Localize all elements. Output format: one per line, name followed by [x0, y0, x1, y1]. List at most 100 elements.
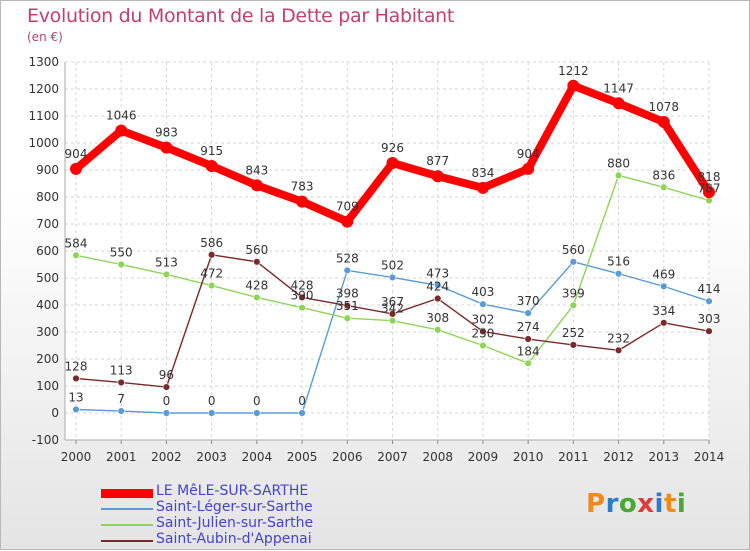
data-label: 983: [155, 126, 178, 140]
y-tick-label: 300: [36, 325, 59, 339]
data-label: 880: [607, 156, 630, 170]
legend-swatch: [101, 508, 153, 510]
x-tick-label: 2002: [151, 450, 182, 464]
data-label: 550: [110, 246, 133, 260]
data-point: [657, 115, 670, 128]
data-point: [660, 282, 668, 291]
x-tick-label: 2001: [106, 450, 137, 464]
data-label: 877: [426, 154, 449, 168]
data-label: 250: [471, 327, 494, 341]
data-label: 403: [471, 285, 494, 299]
legend-label: Saint-Léger-sur-Sarthe: [156, 499, 313, 515]
data-point: [343, 266, 351, 275]
data-point: [479, 300, 487, 308]
logo-letter: P: [586, 489, 606, 519]
data-label: 709: [336, 200, 359, 214]
data-label: 469: [652, 267, 675, 281]
data-label: 516: [607, 255, 630, 269]
logo-letter: o: [618, 489, 638, 519]
legend-label: Saint-Julien-sur-Sarthe: [156, 515, 314, 531]
data-label: 13: [68, 390, 83, 404]
data-label: 342: [381, 302, 404, 316]
data-point: [703, 186, 715, 199]
data-point: [705, 327, 713, 335]
x-tick-label: 2003: [196, 450, 227, 464]
data-point: [253, 258, 261, 266]
y-tick-label: 100: [36, 379, 59, 393]
data-point: [479, 341, 487, 350]
data-label: 1212: [558, 64, 589, 78]
data-point: [205, 159, 218, 172]
data-label: 302: [471, 312, 494, 326]
data-point: [72, 251, 80, 260]
data-label: 303: [698, 312, 721, 326]
data-label: 783: [291, 180, 314, 194]
data-point: [117, 378, 125, 387]
data-point: [434, 294, 442, 303]
data-label: 843: [245, 163, 268, 177]
data-point: [160, 141, 173, 154]
data-label: 560: [245, 243, 268, 257]
data-point: [72, 374, 80, 383]
data-point: [705, 297, 713, 305]
data-point: [298, 293, 306, 302]
data-label: 528: [336, 251, 359, 265]
data-label: 904: [517, 147, 540, 161]
data-point: [386, 156, 399, 169]
data-point: [343, 314, 351, 322]
data-label: 904: [65, 147, 88, 161]
data-label: 0: [163, 394, 171, 408]
data-point: [524, 359, 532, 368]
data-point: [614, 269, 623, 278]
data-label: 184: [517, 344, 540, 358]
data-point: [253, 409, 261, 417]
data-label: 818: [698, 170, 721, 184]
x-tick-label: 2013: [649, 450, 680, 464]
data-label: 502: [381, 258, 404, 272]
data-label: 7: [117, 392, 125, 406]
logo-letter: x: [637, 489, 655, 519]
data-point: [612, 97, 625, 110]
x-tick-label: 2011: [558, 450, 589, 464]
data-point: [660, 319, 668, 327]
x-tick-label: 2009: [468, 450, 499, 464]
data-label: 560: [562, 243, 585, 257]
unit-label: (en €): [27, 30, 63, 44]
data-point: [117, 407, 125, 415]
y-tick-label: 500: [36, 271, 59, 285]
x-tick-label: 2012: [603, 450, 634, 464]
data-label: 399: [562, 286, 585, 300]
data-point: [207, 251, 216, 259]
x-tick-label: 2007: [377, 450, 408, 464]
data-point: [117, 260, 125, 269]
data-point: [207, 409, 216, 417]
legend-label: LE MêLE-SUR-SARTHE: [156, 483, 309, 499]
data-point: [298, 409, 306, 417]
y-tick-label: 1300: [28, 55, 59, 69]
data-point: [479, 327, 487, 336]
data-point: [614, 171, 623, 180]
data-point: [162, 409, 171, 417]
data-label: 1078: [649, 100, 680, 114]
data-point: [522, 162, 535, 175]
y-tick-label: 800: [36, 190, 59, 204]
data-label: 584: [65, 236, 88, 250]
data-point: [162, 270, 171, 279]
y-tick-label: 1100: [28, 109, 59, 123]
data-point: [569, 301, 578, 309]
data-label: 472: [200, 267, 223, 281]
data-point: [524, 335, 532, 343]
data-point: [569, 258, 578, 266]
y-tick-label: 400: [36, 298, 59, 312]
y-tick-label: 700: [36, 217, 59, 231]
data-label: 390: [291, 289, 314, 303]
data-label: 370: [517, 294, 540, 308]
y-tick-label: -100: [32, 433, 59, 447]
data-label: 473: [426, 266, 449, 280]
proxiti-logo: Proxiti: [586, 489, 686, 519]
legend-swatch: [101, 489, 153, 498]
data-point: [567, 79, 580, 92]
y-tick-label: 0: [51, 406, 59, 420]
data-point: [569, 341, 578, 349]
